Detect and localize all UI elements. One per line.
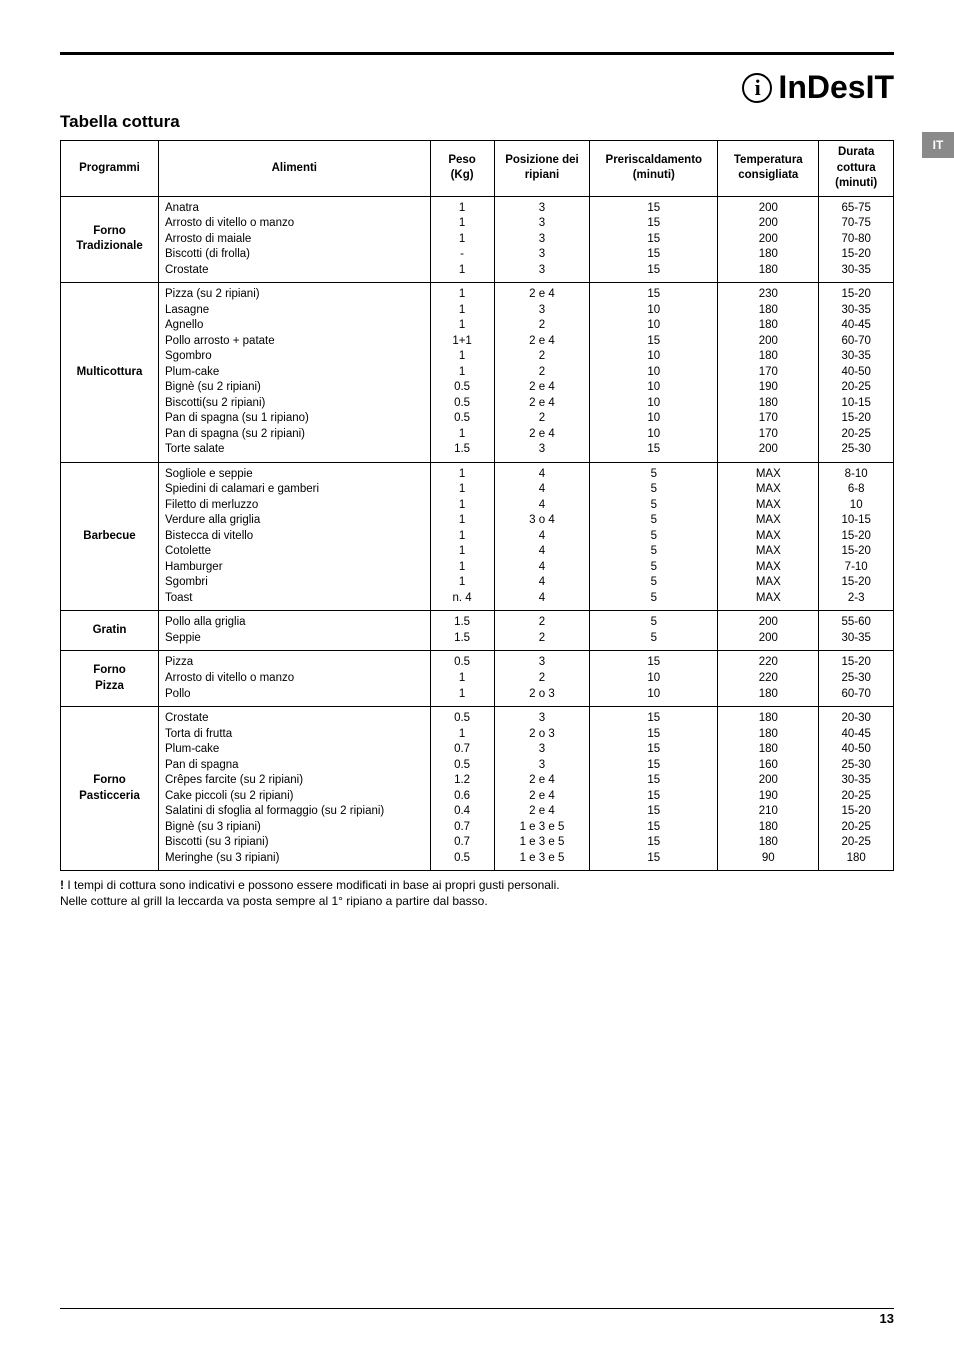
pre-cell: 55 [590, 611, 718, 651]
col-temp: Temperatura consigliata [718, 141, 819, 197]
temp-cell: 18018018016020019021018018090 [718, 707, 819, 871]
language-tab: IT [922, 132, 954, 158]
page-number: 13 [880, 1311, 894, 1326]
brand-logo: i InDesIT [60, 69, 894, 106]
pos-cell: 22 [494, 611, 590, 651]
pre-cell: 15151515151515151515 [590, 707, 718, 871]
program-cell: Multicottura [61, 283, 159, 463]
food-cell: Pollo alla grigliaSeppie [159, 611, 431, 651]
dur-cell: 15-2025-3060-70 [819, 651, 894, 707]
temp-cell: 230180180200180170190180170170200 [718, 283, 819, 463]
table-row: BarbecueSogliole e seppieSpiedini di cal… [61, 462, 894, 611]
pos-cell: 33333 [494, 196, 590, 283]
temp-cell: MAXMAXMAXMAXMAXMAXMAXMAXMAX [718, 462, 819, 611]
dur-cell: 20-3040-4540-5025-3030-3520-2515-2020-25… [819, 707, 894, 871]
program-cell: FornoTradizionale [61, 196, 159, 283]
peso-cell: 11111111n. 4 [430, 462, 494, 611]
col-posizione: Posizione dei ripiani [494, 141, 590, 197]
pre-cell: 555555555 [590, 462, 718, 611]
program-cell: Barbecue [61, 462, 159, 611]
table-header-row: Programmi Alimenti Peso (Kg) Posizione d… [61, 141, 894, 197]
table-row: FornoTradizionaleAnatraArrosto di vitell… [61, 196, 894, 283]
col-prerisc: Preriscaldamento (minuti) [590, 141, 718, 197]
pos-cell: 322 o 3 [494, 651, 590, 707]
peso-cell: 0.510.70.51.20.60.40.70.70.5 [430, 707, 494, 871]
col-alimenti: Alimenti [159, 141, 431, 197]
peso-cell: 1111+1110.50.50.511.5 [430, 283, 494, 463]
peso-cell: 1.51.5 [430, 611, 494, 651]
food-cell: Pizza (su 2 ripiani)LasagneAgnelloPollo … [159, 283, 431, 463]
pre-cell: 1510101510101010101015 [590, 283, 718, 463]
dur-cell: 8-106-81010-1515-2015-207-1015-202-3 [819, 462, 894, 611]
table-row: FornoPasticceriaCrostateTorta di fruttaP… [61, 707, 894, 871]
food-cell: Sogliole e seppieSpiedini di calamari e … [159, 462, 431, 611]
program-cell: FornoPasticceria [61, 707, 159, 871]
food-cell: CrostateTorta di fruttaPlum-cakePan di s… [159, 707, 431, 871]
brand-text: InDesIT [778, 69, 894, 106]
cooking-table: Programmi Alimenti Peso (Kg) Posizione d… [60, 140, 894, 871]
peso-cell: 111-1 [430, 196, 494, 283]
table-row: FornoPizzaPizzaArrosto di vitello o manz… [61, 651, 894, 707]
temp-cell: 220220180 [718, 651, 819, 707]
pre-cell: 151010 [590, 651, 718, 707]
col-peso: Peso (Kg) [430, 141, 494, 197]
dur-cell: 55-6030-35 [819, 611, 894, 651]
program-cell: FornoPizza [61, 651, 159, 707]
dur-cell: 65-7570-7570-8015-2030-35 [819, 196, 894, 283]
page-title: Tabella cottura [60, 112, 894, 132]
note-line1: I tempi di cottura sono indicativi e pos… [64, 878, 560, 892]
notes: ! I tempi di cottura sono indicativi e p… [60, 877, 894, 909]
pos-cell: 4443 o 444444 [494, 462, 590, 611]
pos-cell: 32 o 3332 e 42 e 42 e 41 e 3 e 51 e 3 e … [494, 707, 590, 871]
brand-i-mark: i [742, 73, 772, 103]
pre-cell: 1515151515 [590, 196, 718, 283]
pos-cell: 2 e 4322 e 4222 e 42 e 422 e 43 [494, 283, 590, 463]
temp-cell: 200200 [718, 611, 819, 651]
note-line2: Nelle cotture al grill la leccarda va po… [60, 893, 894, 909]
col-programmi: Programmi [61, 141, 159, 197]
col-durata: Durata cottura (minuti) [819, 141, 894, 197]
food-cell: AnatraArrosto di vitello o manzoArrosto … [159, 196, 431, 283]
table-row: GratinPollo alla grigliaSeppie1.51.52255… [61, 611, 894, 651]
peso-cell: 0.511 [430, 651, 494, 707]
top-rule [60, 52, 894, 55]
food-cell: PizzaArrosto di vitello o manzoPollo [159, 651, 431, 707]
program-cell: Gratin [61, 611, 159, 651]
page-footer: 13 [60, 1308, 894, 1326]
dur-cell: 15-2030-3540-4560-7030-3540-5020-2510-15… [819, 283, 894, 463]
temp-cell: 200200200180180 [718, 196, 819, 283]
table-row: MulticotturaPizza (su 2 ripiani)LasagneA… [61, 283, 894, 463]
